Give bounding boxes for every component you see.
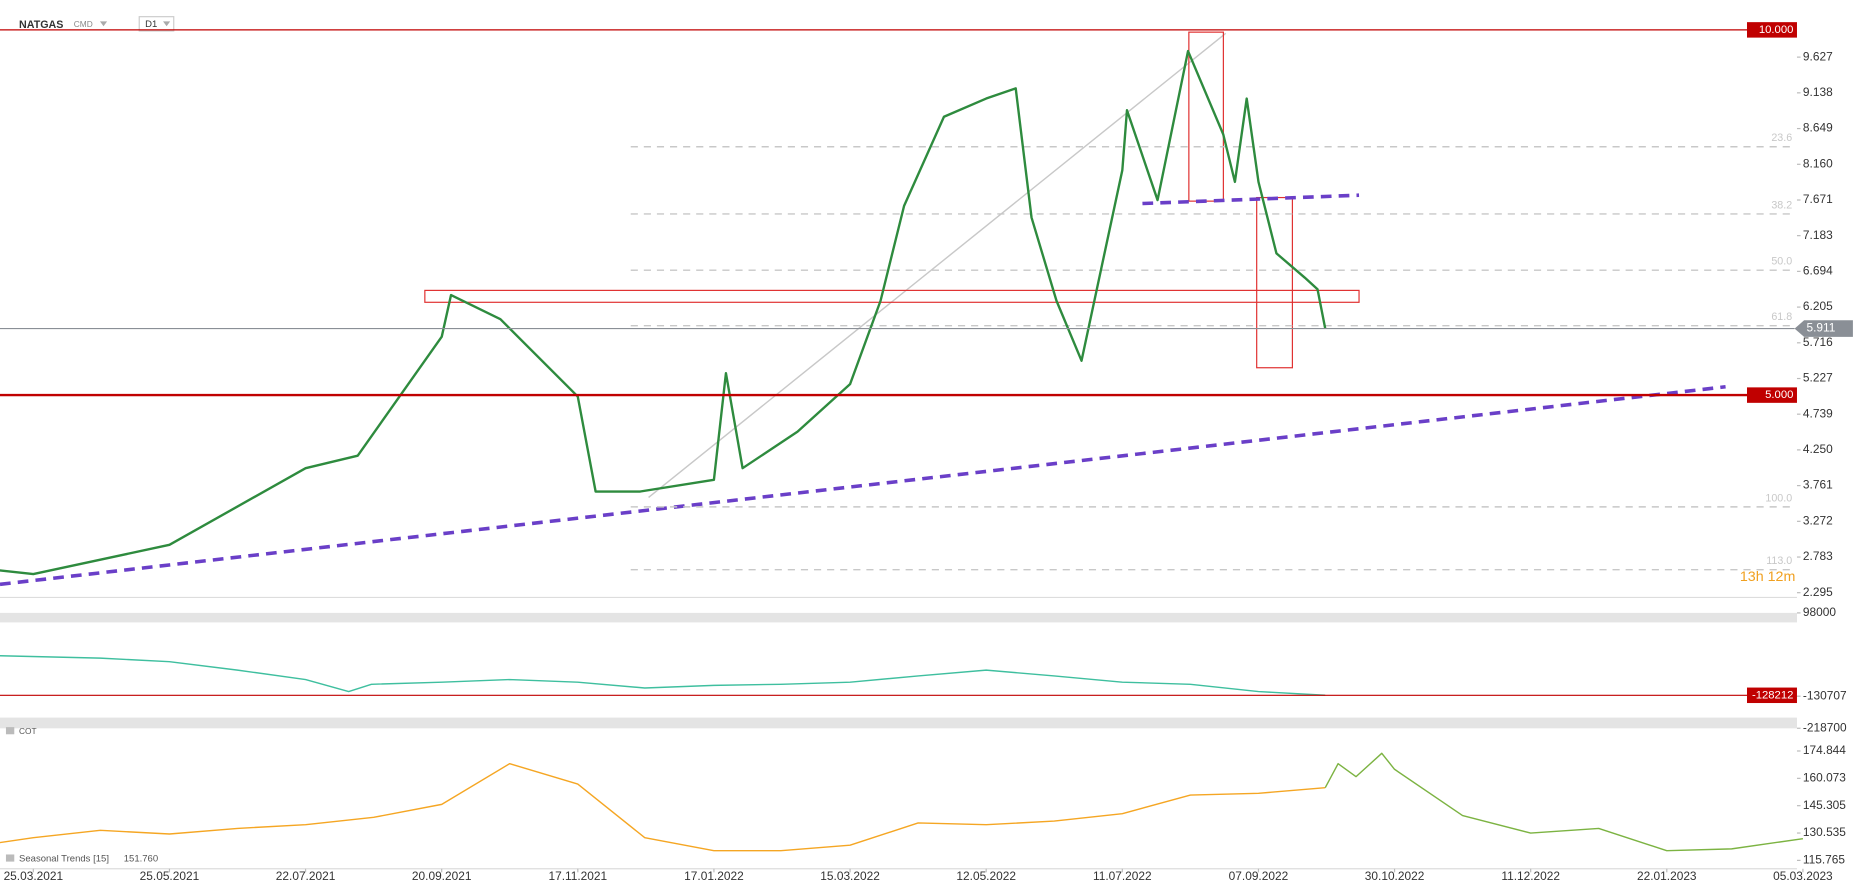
x-tick-label: 11.07.2022	[1093, 869, 1152, 883]
y-tick-label: 130.535	[1803, 825, 1846, 839]
y-tick-label: 7.671	[1803, 192, 1833, 206]
level-badge	[1794, 320, 1853, 337]
zone-box	[1256, 196, 1293, 369]
y-tick-label: 8.160	[1803, 156, 1833, 170]
y-tick-label: 6.205	[1803, 299, 1833, 313]
y-tick-label: 145.305	[1803, 798, 1846, 812]
y-tick-label: 174.844	[1803, 743, 1846, 757]
trend-line	[648, 32, 1227, 499]
x-tick-label: 20.09.2021	[412, 869, 472, 883]
y-tick-label: 3.272	[1803, 513, 1833, 527]
x-tick-label: 11.12.2022	[1501, 869, 1560, 883]
zone-box	[1188, 31, 1224, 202]
x-tick-label: 22.01.2023	[1637, 869, 1697, 883]
zone-box	[424, 289, 1360, 303]
symbol: NATGAS	[19, 19, 63, 31]
x-tick-label: 22.07.2021	[276, 869, 336, 883]
x-tick-label: 30.10.2022	[1365, 869, 1425, 883]
panel-icon[interactable]	[5, 854, 15, 862]
fib-label: 61.8	[1771, 311, 1792, 323]
level-badge	[1746, 687, 1797, 704]
interval[interactable]: D1	[145, 19, 157, 30]
level-label: 5.911	[1806, 321, 1835, 335]
x-tick-label: 25.03.2021	[4, 869, 64, 883]
y-tick-label: 6.694	[1803, 264, 1833, 278]
panel-title: Seasonal Trends [15]	[19, 854, 109, 865]
fib-label: 113.0	[1766, 555, 1792, 567]
fib-label: 23.6	[1771, 132, 1792, 144]
x-tick-label: 25.05.2021	[140, 869, 200, 883]
y-tick-label: 5.716	[1803, 335, 1833, 349]
level-badge	[1746, 22, 1797, 38]
y-tick-label: 9.627	[1803, 49, 1833, 63]
panel-band	[0, 612, 1797, 623]
y-tick-label: 98000	[1803, 605, 1836, 619]
x-tick-label: 12.05.2022	[956, 869, 1016, 883]
y-tick-label: 2.295	[1803, 585, 1833, 599]
interval-select[interactable]	[138, 16, 175, 32]
fib-label: 100.0	[1765, 492, 1792, 504]
x-tick-label: 05.03.2023	[1773, 869, 1833, 883]
x-tick-label: 07.09.2022	[1229, 869, 1289, 883]
indicator-value: 151.760	[124, 854, 158, 865]
y-tick-label: 9.138	[1803, 85, 1833, 99]
panel-icon[interactable]	[5, 727, 15, 735]
x-tick-label: 15.03.2022	[820, 869, 880, 883]
dropdown-arrow[interactable]	[163, 21, 171, 27]
neckline	[1142, 193, 1360, 206]
y-tick-label: 2.783	[1803, 549, 1833, 563]
y-tick-label: 7.183	[1803, 228, 1833, 242]
level-label: 5.000	[1765, 389, 1793, 401]
series-line	[0, 49, 1327, 576]
level-label: 10.000	[1759, 24, 1794, 36]
y-tick-label: 8.649	[1803, 121, 1833, 135]
x-tick-label: 17.11.2021	[548, 869, 607, 883]
y-tick-label: 4.250	[1803, 442, 1833, 456]
level-label: -128212	[1752, 689, 1793, 701]
y-tick-label: -130707	[1803, 688, 1847, 702]
panel-band	[0, 717, 1797, 729]
market: CMD	[74, 19, 93, 29]
countdown: 13h 12m	[1740, 569, 1796, 585]
y-tick-label: 3.761	[1803, 478, 1833, 492]
y-tick-label: 5.227	[1803, 371, 1833, 385]
dropdown-arrow[interactable]	[99, 21, 108, 27]
fib-label: 38.2	[1771, 199, 1792, 211]
level-badge	[1746, 387, 1797, 403]
y-tick-label: 4.739	[1803, 406, 1833, 420]
fib-label: 50.0	[1771, 256, 1792, 268]
y-tick-label: 115.765	[1803, 853, 1845, 867]
series-line	[1324, 752, 1804, 852]
series-line	[0, 762, 1326, 852]
x-tick-label: 17.01.2022	[684, 869, 744, 883]
support-line	[0, 385, 1726, 587]
y-tick-label: -218700	[1803, 720, 1847, 734]
panel-title: COT	[19, 726, 37, 736]
y-tick-label: 160.073	[1803, 770, 1846, 784]
series-line	[0, 655, 1326, 696]
